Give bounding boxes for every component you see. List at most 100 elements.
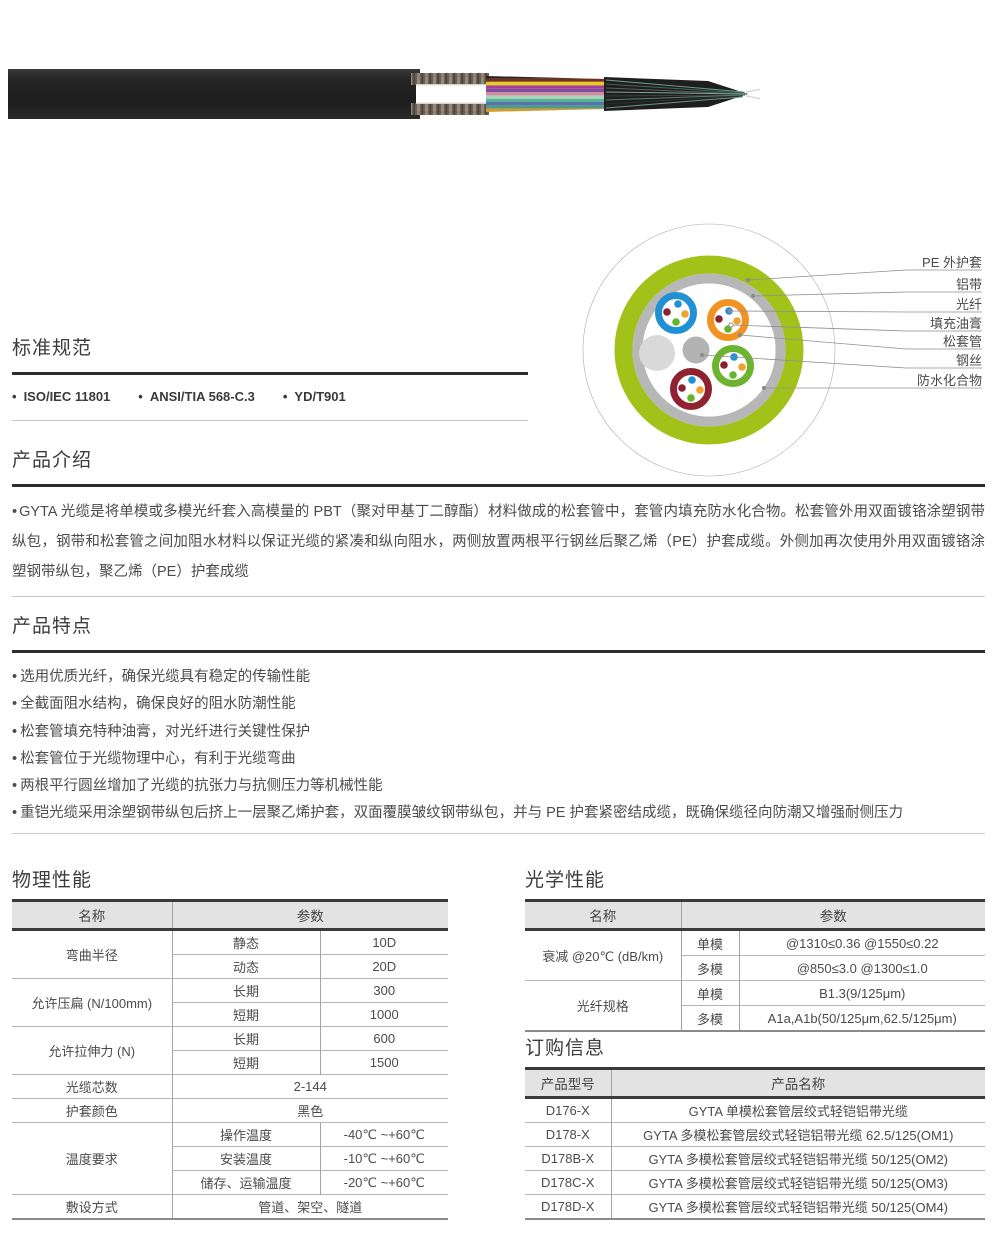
- cell-spec-name: 光纤规格: [525, 980, 681, 1031]
- features-list: 选用优质光纤，确保光缆具有稳定的传输性能 全截面阻水结构，确保良好的阻水防潮性能…: [12, 664, 985, 828]
- cell-crush-short: 短期: [171, 1002, 320, 1027]
- cell-crush-short-value: 1000: [319, 1002, 448, 1027]
- ordering-header-model: 产品型号: [525, 1068, 611, 1099]
- table-row: 敷设方式 管道、架空、隧道: [12, 1194, 448, 1219]
- cell-spec-sm-value: B1.3(9/125μm): [738, 980, 985, 1006]
- loose-tube-orange: [707, 299, 749, 341]
- cell-temp-op: 操作温度: [171, 1122, 320, 1147]
- section-features: 产品特点 选用优质光纤，确保光缆具有稳定的传输性能 全截面阻水结构，确保良好的阻…: [12, 616, 985, 834]
- table-row: D178C-X GYTA 多模松套管层绞式轻铠铝带光缆 50/125(OM3): [525, 1170, 985, 1195]
- table-row: 护套颜色 黑色: [12, 1098, 448, 1123]
- cell-atten-mm-value: @850≤3.0 @1300≤1.0: [738, 955, 985, 981]
- label-fiber: 光纤: [956, 297, 982, 312]
- feature-item: 选用优质光纤，确保光缆具有稳定的传输性能: [12, 664, 985, 691]
- physical-header-name: 名称: [12, 900, 172, 931]
- standard-item: ISO/IEC 11801: [12, 389, 111, 404]
- table-row: 动态 20D: [12, 954, 448, 979]
- cell-product-name: GYTA 多模松套管层绞式轻铠铝带光缆 62.5/125(OM1): [610, 1122, 985, 1147]
- label-loose-tube: 松套管: [943, 334, 982, 349]
- divider: [12, 420, 528, 421]
- cross-section-diagram: PE 外护套 铝带 光纤 填充油膏 松套管 钢丝 防水化合物: [582, 223, 982, 477]
- physical-title: 物理性能: [12, 870, 93, 891]
- cell-cores-name: 光缆芯数: [12, 1074, 172, 1099]
- cable-jacket: [8, 69, 420, 119]
- section-physical: 物理性能 名称 参数 弯曲半径 静态 10D 动态 20D: [12, 870, 448, 1220]
- pe-sheath-ring: [614, 255, 804, 445]
- loose-tube-blue: [655, 292, 697, 334]
- cell-install-name: 敷设方式: [12, 1194, 172, 1219]
- cable-loose-tubes: [486, 76, 606, 112]
- cell-atten-sm: 单模: [680, 929, 739, 956]
- table-row: 光缆芯数 2-144: [12, 1074, 448, 1099]
- table-row: 短期 1000: [12, 1002, 448, 1027]
- physical-header-param: 参数: [171, 900, 448, 931]
- table-row: 储存、运输温度 -20℃ ~+60℃: [12, 1170, 448, 1195]
- cell-product-name: GYTA 多模松套管层绞式轻铠铝带光缆 50/125(OM4): [610, 1194, 985, 1219]
- feature-item: 全截面阻水结构，确保良好的阻水防潮性能: [12, 691, 985, 718]
- cell-tensile-long: 长期: [171, 1026, 320, 1051]
- ordering-table: 产品型号 产品名称 D176-X GYTA 单模松套管层绞式轻铠铝带光缆 D17…: [525, 1067, 985, 1220]
- label-waterblocking: 防水化合物: [917, 373, 982, 388]
- label-steel-wire: 钢丝: [956, 353, 982, 368]
- cell-temp-name: 温度要求: [12, 1122, 172, 1195]
- section-ordering: 订购信息 产品型号 产品名称 D176-X GYTA 单模松套管层绞式轻铠铝带光…: [525, 1038, 985, 1220]
- cell-cores-value: 2-144: [171, 1074, 448, 1099]
- cell-temp-storage: 储存、运输温度: [171, 1170, 320, 1195]
- leader-lines: [701, 269, 982, 389]
- cell-atten-mm: 多模: [680, 955, 739, 981]
- cell-temp-storage-value: -20℃ ~+60℃: [319, 1170, 448, 1195]
- cell-tensile-short-value: 1500: [319, 1050, 448, 1075]
- table-row: 衰减 @20℃ (dB/km) 单模 @1310≤0.36 @1550≤0.22: [525, 929, 985, 964]
- cell-crush-long-value: 300: [319, 978, 448, 1003]
- cell-bend-dynamic-value: 20D: [319, 954, 448, 979]
- section-standards: 标准规范 ISO/IEC 11801 ANSI/TIA 568-C.3 YD/T…: [12, 338, 528, 421]
- steel-wire: [682, 336, 710, 364]
- loose-tube-green: [712, 345, 754, 387]
- cell-bend-name: 弯曲半径: [65, 948, 118, 963]
- table-row: D176-X GYTA 单模松套管层绞式轻铠铝带光缆: [525, 1097, 985, 1123]
- table-row: 短期 1500: [12, 1050, 448, 1075]
- table-row: D178B-X GYTA 多模松套管层绞式轻铠铝带光缆 50/125(OM2): [525, 1146, 985, 1171]
- table-row: 允许压扁 (N/100mm) 长期 300: [12, 978, 448, 1027]
- cell-tensile-name: 允许拉伸力 (N): [12, 1026, 172, 1075]
- cell-spec-mm-value: A1a,A1b(50/125μm,62.5/125μm): [738, 1005, 985, 1031]
- cell-crush-name: 允许压扁 (N/100mm): [12, 978, 172, 1027]
- cable-stripped-strands: [604, 77, 760, 111]
- table-row: D178-X GYTA 多模松套管层绞式轻铠铝带光缆 62.5/125(OM1): [525, 1122, 985, 1147]
- table-row: 多模 A1a,A1b(50/125μm,62.5/125μm): [525, 1005, 985, 1031]
- divider: [12, 832, 985, 834]
- cable-armor: [411, 73, 489, 115]
- aluminum-tape-ring: [632, 273, 786, 427]
- divider: [12, 484, 985, 487]
- optical-header-name: 名称: [525, 900, 681, 931]
- ordering-title: 订购信息: [525, 1038, 606, 1059]
- section-optical: 光学性能 名称 参数 衰减 @20℃ (dB/km) 单模 @1310≤0.36…: [525, 870, 985, 1032]
- table-row: 允许拉伸力 (N) 长期 600: [12, 1026, 448, 1075]
- loose-tube-red: [670, 368, 712, 410]
- table-row: 多模 @850≤3.0 @1300≤1.0: [525, 955, 985, 981]
- leader-dots: [699, 277, 767, 391]
- table-row: 弯曲半径 静态 10D: [12, 929, 448, 963]
- cell-jacket-value: 黑色: [171, 1098, 448, 1123]
- cell-tensile-short: 短期: [171, 1050, 320, 1075]
- divider: [12, 650, 985, 653]
- cell-product-name: GYTA 多模松套管层绞式轻铠铝带光缆 50/125(OM3): [610, 1170, 985, 1195]
- intro-paragraph: GYTA 光缆是将单模或多模光纤套入高模量的 PBT（聚对甲基丁二醇酯）材料做成…: [12, 497, 985, 587]
- cell-spec-sm: 单模: [680, 980, 739, 1006]
- cell-temp-op-value: -40℃ ~+60℃: [319, 1122, 448, 1147]
- ordering-header-name: 产品名称: [610, 1068, 985, 1099]
- divider: [12, 372, 528, 375]
- cell-atten-name: 衰减 @20℃ (dB/km): [542, 949, 664, 964]
- section-intro: 产品介绍 GYTA 光缆是将单模或多模光纤套入高模量的 PBT（聚对甲基丁二醇酯…: [12, 450, 985, 597]
- optical-title: 光学性能: [525, 870, 606, 891]
- feature-item: 松套管填充特种油膏，对光纤进行关键性保护: [12, 719, 985, 746]
- table-row: 温度要求 操作温度 -40℃ ~+60℃: [12, 1122, 448, 1195]
- physical-properties-table: 名称 参数 弯曲半径 静态 10D 动态 20D 允许压扁 (N/100mm) …: [12, 899, 448, 1220]
- table-row: 安装温度 -10℃ ~+60℃: [12, 1146, 448, 1171]
- standard-item: ANSI/TIA 568-C.3: [138, 389, 255, 404]
- cell-spec-mm: 多模: [680, 1005, 739, 1031]
- features-title: 产品特点: [12, 616, 93, 637]
- cable-photo: [8, 69, 760, 119]
- label-aluminum-tape: 铝带: [956, 277, 982, 292]
- standards-title: 标准规范: [12, 338, 93, 359]
